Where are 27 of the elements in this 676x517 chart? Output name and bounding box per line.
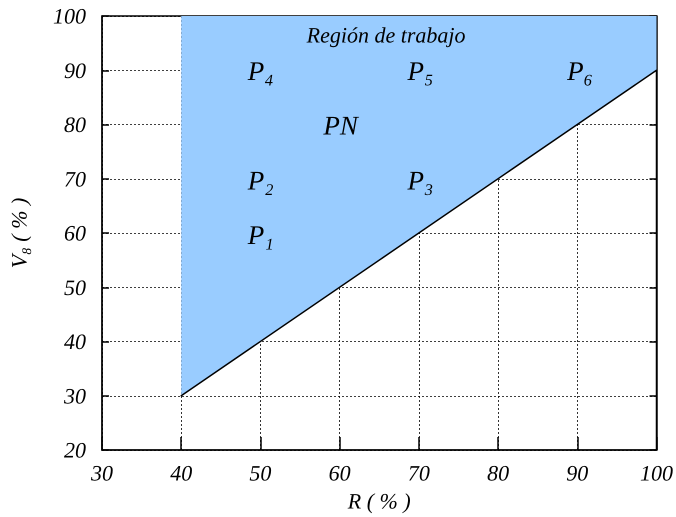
y-tick-label: 100 bbox=[53, 4, 86, 28]
annotation: P₁ bbox=[246, 220, 274, 250]
y-tick-label: 40 bbox=[64, 329, 86, 354]
x-tick-label: 80 bbox=[487, 460, 510, 486]
y-tick-label: 80 bbox=[64, 112, 86, 137]
y-tick-label: 60 bbox=[64, 220, 86, 246]
annotation: Región de trabajo bbox=[306, 22, 466, 48]
annotation: PN bbox=[322, 110, 360, 140]
x-tick-label: 100 bbox=[640, 460, 673, 486]
x-tick-label: 90 bbox=[566, 460, 588, 486]
annotation: P₆ bbox=[566, 56, 594, 86]
y-tick-label: 30 bbox=[63, 383, 86, 408]
y-tick-label: 50 bbox=[64, 274, 86, 300]
x-axis-title: R ( % ) bbox=[346, 488, 411, 514]
x-tick-label: 40 bbox=[170, 460, 192, 486]
annotation: P₃ bbox=[406, 165, 434, 196]
annotation: P₂ bbox=[246, 165, 274, 196]
x-tick-label: 30 bbox=[90, 460, 113, 486]
annotation: P₄ bbox=[246, 56, 274, 86]
y-tick-label: 20 bbox=[64, 438, 86, 462]
annotation: P₅ bbox=[406, 56, 434, 86]
x-tick-label: 60 bbox=[328, 460, 351, 486]
x-tick-label: 50 bbox=[249, 460, 272, 486]
y-axis-title: V₈ ( % ) bbox=[6, 198, 32, 268]
y-tick-label: 90 bbox=[64, 58, 86, 83]
y-tick-label: 70 bbox=[64, 166, 86, 192]
x-tick-label: 70 bbox=[408, 460, 430, 486]
